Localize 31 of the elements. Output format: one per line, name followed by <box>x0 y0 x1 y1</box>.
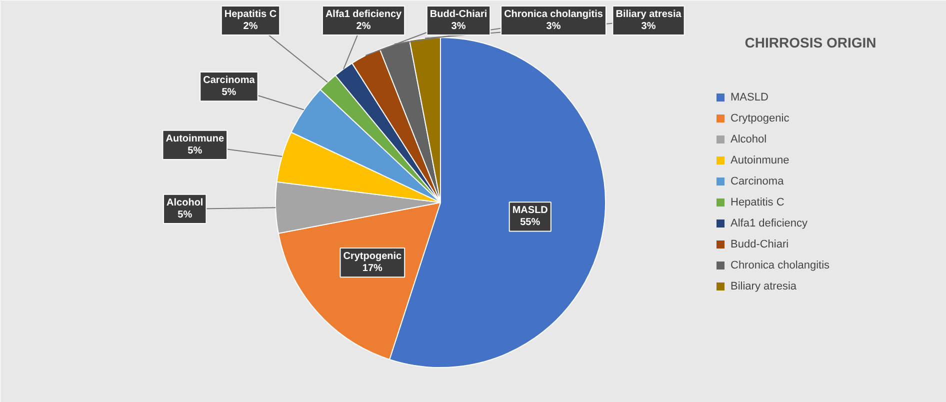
legend-label: Crytpogenic <box>730 112 790 124</box>
data-label: 3% <box>546 21 561 32</box>
data-label: 2% <box>356 21 371 32</box>
legend-label: Alfa1 deficiency <box>730 218 808 230</box>
text: CHIRROSIS ORIGIN <box>744 34 876 50</box>
slice-label: Biliary atresia <box>616 8 682 20</box>
slice-label: Autoinmune <box>166 133 225 144</box>
slice-label: Alfa1 deficiency <box>325 8 402 20</box>
data-label: 55% <box>520 217 540 228</box>
data-label: 5% <box>188 146 202 157</box>
legend-label: Hepatitis C <box>730 196 784 208</box>
legend-label: MASLD <box>730 92 768 104</box>
legend-label: Autoinmune <box>730 154 790 166</box>
legend-label: Carcinoma <box>730 176 785 188</box>
slice-label: Crytpogenic <box>343 250 402 262</box>
slice-label: Alcohol <box>166 197 204 208</box>
data-label: 3% <box>641 21 656 32</box>
slice-label: MASLD <box>512 205 548 216</box>
legend-label: Biliary atresia <box>730 280 798 292</box>
legend-label: Budd-Chiari <box>730 238 789 250</box>
legend-label: Chronica cholangitis <box>730 260 830 272</box>
slice-label: Budd-Chiari <box>430 8 488 20</box>
data-label: 3% <box>451 21 466 32</box>
slice-label: Chronica cholangitis <box>504 8 604 20</box>
data-label: 5% <box>178 210 192 221</box>
data-label: 5% <box>222 87 236 98</box>
slice-label: Hepatitis C <box>224 8 277 20</box>
legend-label: Alcohol <box>730 134 767 146</box>
slice-label: Carcinoma <box>203 75 256 86</box>
data-label: 2% <box>243 21 258 32</box>
data-label: 17% <box>362 263 383 274</box>
